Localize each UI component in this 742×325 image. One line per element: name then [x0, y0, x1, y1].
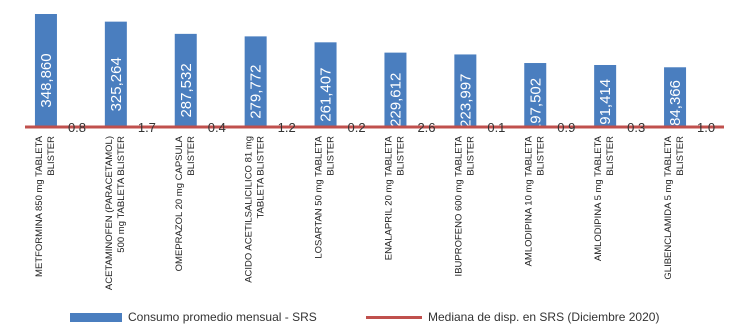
bar [104, 21, 127, 127]
bar [34, 14, 57, 127]
bar [244, 36, 267, 127]
bar-value-label: 184,366 [667, 80, 684, 134]
category-label: IBUPROFENO 600 mg TABLETABLISTER [453, 135, 476, 276]
line-value-label: 0.4 [208, 120, 226, 135]
line-value-label: 0.1 [487, 120, 505, 135]
bar [384, 52, 407, 127]
category-label-line: BLISTER [535, 136, 546, 176]
category-label: AMLODIPINA 10 mg TABLETABLISTER [523, 135, 546, 266]
bar [524, 63, 547, 127]
bar [594, 64, 617, 127]
bar-value-label: 191,414 [597, 79, 614, 133]
bar [454, 54, 477, 128]
category-label-line: METFORMINA 850 mg TABLETA [34, 135, 45, 277]
category-label-line: TABLETA BLISTER [256, 136, 267, 219]
category-label-line: ACETAMINOFEN (PARACETAMOL) [104, 136, 115, 290]
category-label-line: BLISTER [46, 136, 57, 176]
category-label: GLIBENCLAMIDA 5 mg TABLETABLISTER [663, 135, 686, 279]
category-label-line: LOSARTAN 50 mg TABLETA [314, 135, 325, 258]
category-label: ENALAPRIL 20 mg TABLETABLISTER [383, 135, 406, 260]
bar [174, 33, 197, 128]
category-label-line: BLISTER [675, 136, 686, 176]
bar-value-label: 287,532 [178, 63, 195, 117]
bar-value-label: 325,264 [108, 57, 125, 111]
bar [664, 67, 687, 127]
category-label-line: BLISTER [605, 136, 616, 176]
category-label-line: BLISTER [326, 136, 337, 176]
bar-value-label: 348,860 [38, 53, 55, 107]
bar-value-label: 197,502 [527, 78, 544, 132]
category-label-line: AMLODIPINA 5 mg TABLETA [593, 135, 604, 261]
bar [314, 42, 337, 128]
legend-line-swatch [366, 315, 422, 319]
line-value-label: 0.8 [68, 120, 86, 135]
legend-line-series: Mediana de disp. en SRS (Diciembre 2020) [366, 310, 659, 324]
line-value-label: 0.3 [627, 120, 645, 135]
line-value-label: 0.2 [348, 120, 366, 135]
bar-value-label: 223,997 [457, 74, 474, 128]
legend-bar-swatch [70, 312, 122, 322]
line-value-label: 1.2 [278, 120, 296, 135]
category-label: AMLODIPINA 5 mg TABLETABLISTER [593, 135, 616, 261]
bar-value-label: 229,612 [387, 73, 404, 127]
line-value-label: 0.9 [557, 120, 575, 135]
category-label-line: GLIBENCLAMIDA 5 mg TABLETA [663, 135, 674, 279]
category-label: ACETAMINOFEN (PARACETAMOL)500 mg TABLETA… [104, 136, 127, 290]
legend-bar-label: Consumo promedio mensual - SRS [128, 310, 317, 324]
category-label-line: ACIDO ACETILSALICILICO 81 mg [244, 136, 255, 283]
category-label: LOSARTAN 50 mg TABLETABLISTER [314, 135, 337, 258]
legend-bar-series: Consumo promedio mensual - SRS [70, 310, 317, 324]
line-value-label: 1.7 [138, 120, 156, 135]
category-label-line: BLISTER [395, 136, 406, 176]
category-label: METFORMINA 850 mg TABLETABLISTER [34, 135, 57, 277]
category-label-line: OMEPRAZOL 20 mg CAPSULA [174, 135, 185, 271]
category-label-line: IBUPROFENO 600 mg TABLETA [453, 135, 464, 276]
category-label-line: BLISTER [465, 136, 476, 176]
category-label-line: 500 mg TABLETA BLISTER [116, 136, 127, 253]
category-label-line: ENALAPRIL 20 mg TABLETA [383, 135, 394, 260]
bar-value-label: 279,772 [248, 65, 265, 119]
category-label-line: AMLODIPINA 10 mg TABLETA [523, 135, 534, 266]
line-value-label: 1.0 [697, 120, 715, 135]
category-label: OMEPRAZOL 20 mg CAPSULABLISTER [174, 135, 197, 271]
line-value-label: 2.6 [417, 120, 435, 135]
legend-line-label: Mediana de disp. en SRS (Diciembre 2020) [428, 310, 660, 324]
bar-value-label: 261,407 [318, 68, 335, 122]
category-label-line: BLISTER [186, 136, 197, 176]
category-label: ACIDO ACETILSALICILICO 81 mgTABLETA BLIS… [244, 136, 267, 283]
